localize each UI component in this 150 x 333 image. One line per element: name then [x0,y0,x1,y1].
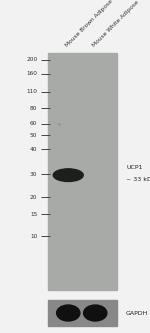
Bar [48,300,117,326]
Text: 60: 60 [30,121,38,127]
Ellipse shape [53,169,83,181]
Text: 160: 160 [27,71,38,77]
Ellipse shape [57,305,80,321]
Text: 200: 200 [26,57,38,63]
Text: 50: 50 [30,133,38,138]
Text: 10: 10 [30,234,38,239]
Ellipse shape [67,170,82,180]
Bar [48,53,117,290]
Ellipse shape [84,305,107,321]
Text: ~ 33 kDa: ~ 33 kDa [126,177,150,182]
Text: 15: 15 [30,212,38,217]
Text: 30: 30 [30,172,38,177]
Text: Mouse White Adipose: Mouse White Adipose [92,0,140,48]
Text: Mouse Brown Adipose: Mouse Brown Adipose [65,0,114,48]
Text: UCP1: UCP1 [126,165,142,170]
Text: 80: 80 [30,106,38,111]
Text: 110: 110 [27,89,38,94]
Text: GAPDH: GAPDH [126,310,148,316]
Text: 20: 20 [30,194,38,200]
Text: 40: 40 [30,147,38,152]
